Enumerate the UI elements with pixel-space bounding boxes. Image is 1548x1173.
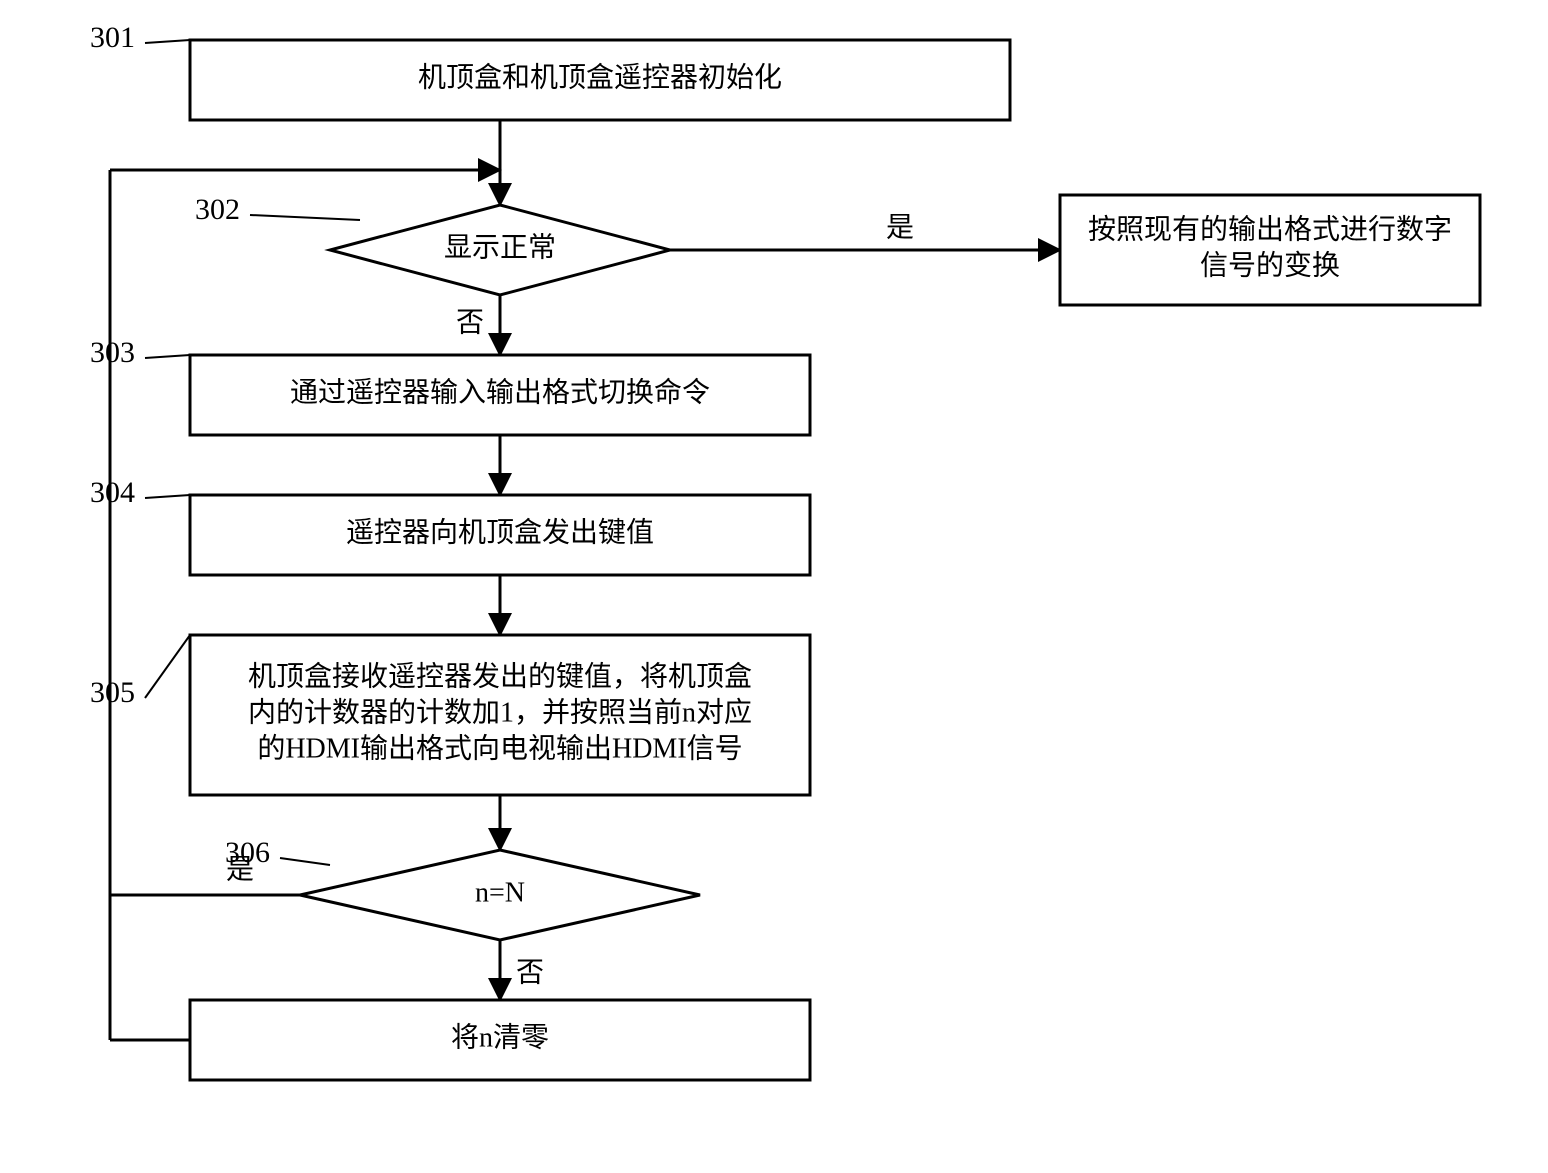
node-n303: 通过遥控器输入输出格式切换命令 303 [90,336,810,435]
node-n_clear: 将n清零 [190,1000,810,1080]
step-number: 301 [90,21,135,54]
edge-label: 否 [516,957,544,988]
node-text: 的HDMI输出格式向电视输出HDMI信号 [257,732,742,764]
node-n304: 遥控器向机顶盒发出键值 304 [90,476,810,575]
node-text: 机顶盒接收遥控器发出的键值，将机顶盒 [248,660,752,692]
node-text: 信号的变换 [1200,249,1340,281]
node-side: 按照现有的输出格式进行数字信号的变换 [1060,195,1480,305]
step-number: 302 [195,193,240,226]
node-n305: 机顶盒接收遥控器发出的键值，将机顶盒内的计数器的计数加1，并按照当前n对应的HD… [90,635,810,795]
node-n302: 显示正常 302 [195,193,670,295]
edge-label: 是 [886,212,914,243]
flowchart: 否是否是机顶盒和机顶盒遥控器初始化301显示正常302按照现有的输出格式进行数字… [0,0,1548,1173]
edge-label: 否 [456,307,484,338]
node-text: 将n清零 [451,1021,549,1053]
node-text: 机顶盒和机顶盒遥控器初始化 [418,61,782,93]
node-text: n=N [475,877,525,908]
step-number: 304 [90,476,135,509]
node-n301: 机顶盒和机顶盒遥控器初始化 301 [90,21,1010,120]
step-number: 305 [90,676,135,709]
step-number: 306 [225,836,270,869]
node-text: 通过遥控器输入输出格式切换命令 [290,376,710,408]
node-text: 按照现有的输出格式进行数字 [1088,213,1452,245]
node-text: 显示正常 [444,231,556,263]
node-text: 内的计数器的计数加1，并按照当前n对应 [248,696,752,728]
step-number: 303 [90,336,135,369]
node-text: 遥控器向机顶盒发出键值 [346,516,654,548]
node-n306: n=N 306 [225,836,700,940]
